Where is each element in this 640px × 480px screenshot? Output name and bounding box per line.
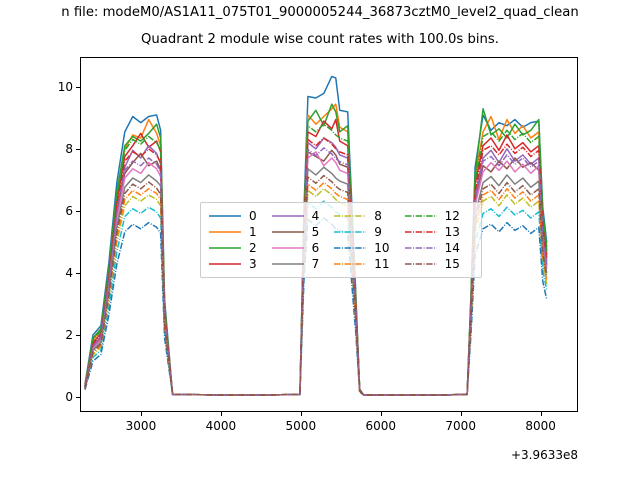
series-line	[84, 137, 548, 396]
y-tick-label: 0	[65, 389, 73, 404]
legend-line-sample	[271, 224, 311, 240]
x-tick-label: 8000	[525, 419, 556, 433]
legend-label: 6	[311, 241, 320, 255]
legend-line-sample	[333, 208, 373, 224]
legend-line-sample	[208, 208, 248, 224]
y-tick-label: 8	[65, 142, 73, 157]
legend-row: 3 7 11 15	[208, 256, 474, 272]
plot-axes: 0 2 4 6 8 10 3000 4000 5000 6000 7000 8000	[58, 57, 578, 433]
series-line	[84, 137, 548, 396]
legend-label: 9	[374, 225, 382, 239]
figure-suptitle: n file: modeM0/AS1A11_075T01_9000005244_…	[61, 5, 579, 20]
x-tick-mark	[460, 411, 462, 416]
series-line	[84, 75, 548, 396]
x-tick-label: 7000	[445, 419, 476, 433]
legend-label: 3	[249, 257, 257, 271]
legend-line-sample	[271, 208, 311, 224]
y-tick-mark	[76, 335, 81, 336]
legend-label: 12	[444, 209, 460, 223]
legend-label: 0	[249, 209, 257, 223]
legend-line-sample	[208, 240, 248, 256]
legend-line-sample	[333, 224, 373, 240]
legend-line-sample	[333, 256, 373, 272]
series-line	[84, 166, 548, 396]
y-tick-label: 10	[57, 80, 73, 95]
y-tick-label: 2	[65, 328, 73, 342]
series-line	[84, 151, 548, 396]
legend-label: 2	[249, 241, 257, 255]
x-tick-mark	[140, 411, 142, 416]
legend-label: 7	[311, 257, 320, 271]
y-tick-mark	[76, 149, 81, 151]
x-tick-mark	[380, 411, 382, 416]
plot-lines	[84, 75, 548, 396]
x-tick-mark	[540, 411, 542, 416]
legend-row: 1 5 9 13	[208, 224, 474, 240]
legend-table: 0 4 8 12 1 5 9 13 2 6 10 14 3 7 11 15	[208, 208, 474, 272]
y-tick-mark	[76, 211, 81, 213]
legend-row: 0 4 8 12	[208, 208, 474, 224]
x-axis-offset-label: +3.9633e8	[510, 448, 578, 462]
legend-label: 1	[249, 225, 257, 239]
legend-label: 13	[444, 225, 460, 239]
legend-label: 10	[374, 241, 390, 255]
legend-row: 2 6 10 14	[208, 240, 474, 256]
legend-line-sample	[404, 256, 444, 272]
series-line	[84, 118, 548, 396]
series-line	[84, 181, 548, 396]
x-tick-mark	[220, 411, 222, 416]
legend-line-sample	[271, 240, 311, 256]
x-tick-label: 6000	[365, 419, 397, 433]
y-tick-label: 4	[65, 266, 73, 281]
x-tick-label: 3000	[125, 419, 157, 433]
series-line	[84, 188, 548, 396]
y-tick-mark	[76, 273, 81, 275]
legend-line-sample	[404, 240, 444, 256]
legend[interactable]: 0 4 8 12 1 5 9 13 2 6 10 14 3 7 11 15	[200, 202, 482, 278]
x-tick-label: 4000	[205, 419, 237, 433]
legend-label: 11	[374, 257, 390, 271]
legend-line-sample	[333, 240, 373, 256]
legend-label: 14	[444, 241, 460, 255]
legend-line-sample	[404, 224, 444, 240]
y-tick-mark	[76, 396, 81, 398]
legend-line-sample	[404, 208, 444, 224]
legend-label: 5	[311, 225, 320, 239]
x-tick-label: 5000	[285, 419, 317, 433]
legend-label: 15	[444, 257, 460, 271]
y-tick-mark	[76, 87, 81, 89]
legend-line-sample	[208, 256, 248, 272]
legend-line-sample	[208, 224, 248, 240]
series-line	[84, 174, 548, 396]
x-tick-mark	[300, 411, 302, 416]
series-line	[84, 147, 548, 396]
legend-label: 8	[374, 209, 382, 223]
series-line	[84, 103, 548, 396]
legend-line-sample	[271, 256, 311, 272]
series-line	[84, 123, 548, 396]
y-tick-label: 6	[65, 204, 73, 219]
legend-label: 4	[311, 209, 320, 223]
axes-title: Quadrant 2 module wise count rates with …	[141, 32, 499, 47]
